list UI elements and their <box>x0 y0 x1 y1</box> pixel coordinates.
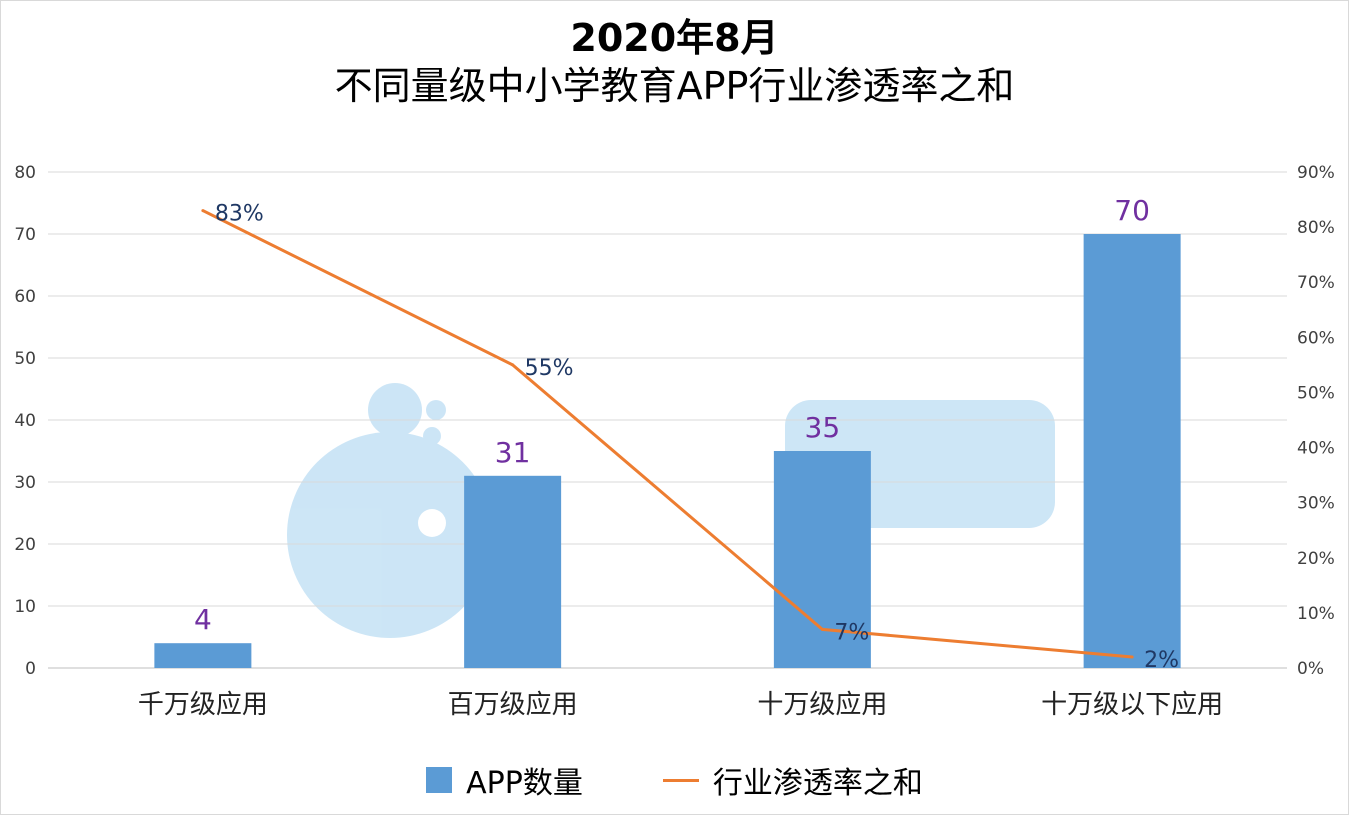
bar-data-label: 4 <box>194 603 212 636</box>
line-data-label: 55% <box>525 356 574 381</box>
left-tick-label: 20 <box>14 535 36 555</box>
legend-label-bars: APP数量 <box>466 766 583 801</box>
right-tick-label: 70% <box>1297 273 1335 293</box>
gridlines <box>48 171 1287 669</box>
bar <box>154 643 252 668</box>
line-data-label: 2% <box>1144 648 1179 673</box>
bar-data-label: 35 <box>805 411 841 444</box>
left-tick-label: 60 <box>14 287 36 307</box>
left-tick-label: 70 <box>14 225 36 245</box>
category-label: 十万级应用 <box>757 690 887 720</box>
category-label: 千万级应用 <box>138 690 268 720</box>
bar-series: 4 31 35 70 <box>154 194 1181 668</box>
line-point <box>820 627 824 631</box>
right-tick-label: 60% <box>1297 328 1335 348</box>
line-point <box>201 209 205 213</box>
legend: APP数量 行业渗透率之和 <box>0 758 1349 802</box>
line-data-label: 83% <box>215 202 264 227</box>
right-tick-label: 80% <box>1297 218 1335 238</box>
bar <box>1083 234 1181 668</box>
line-path <box>202 209 1133 659</box>
line-point <box>1130 655 1134 659</box>
right-tick-label: 90% <box>1297 163 1335 183</box>
right-tick-label: 20% <box>1297 549 1335 569</box>
category-labels: 千万级应用 百万级应用 十万级应用 十万级以下应用 <box>138 690 1223 720</box>
legend-bar-swatch <box>426 767 453 793</box>
chart-title: 2020年8月 不同量级中小学教育APP行业渗透率之和 <box>0 14 1349 110</box>
legend-item-bars: APP数量 <box>426 758 583 802</box>
left-tick-label: 50 <box>14 349 36 369</box>
bar-data-label: 31 <box>495 436 531 469</box>
right-tick-label: 50% <box>1297 383 1335 403</box>
category-label: 十万级以下应用 <box>1041 690 1223 720</box>
left-tick-label: 10 <box>14 597 36 617</box>
left-tick-label: 80 <box>14 163 36 183</box>
watermark-logo <box>287 383 1055 638</box>
right-tick-label: 40% <box>1297 439 1335 459</box>
line-point <box>511 363 515 367</box>
left-axis-ticks: 0 10 20 30 40 50 60 70 80 <box>14 163 36 679</box>
right-axis-ticks: 0% 10% 20% 30% 40% 50% 60% 70% 80% 90% <box>1297 163 1335 679</box>
left-tick-label: 30 <box>14 473 36 493</box>
right-tick-label: 10% <box>1297 604 1335 624</box>
line-data-label: 7% <box>834 620 869 645</box>
line-series: 83% 55% 7% 2% <box>201 202 1179 673</box>
title-line-2: 不同量级中小学教育APP行业渗透率之和 <box>334 64 1015 108</box>
left-tick-label: 0 <box>25 659 36 679</box>
legend-line-swatch <box>662 778 699 782</box>
title-line-1: 2020年8月 <box>570 16 779 60</box>
right-tick-label: 0% <box>1297 659 1324 679</box>
legend-label-line: 行业渗透率之和 <box>712 766 923 801</box>
bar <box>464 475 562 668</box>
category-label: 百万级应用 <box>448 690 578 720</box>
right-tick-label: 30% <box>1297 494 1335 514</box>
legend-item-line: 行业渗透率之和 <box>662 758 923 802</box>
bar-data-label: 70 <box>1114 194 1150 227</box>
left-tick-label: 40 <box>14 411 36 431</box>
